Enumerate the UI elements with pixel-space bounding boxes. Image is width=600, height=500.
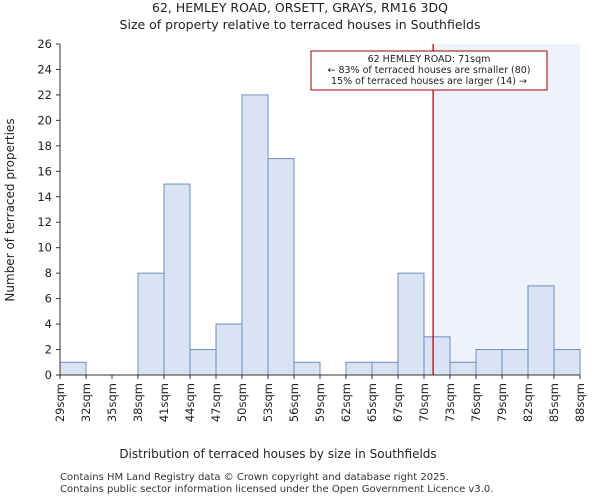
y-tick-label: 26	[37, 37, 52, 51]
y-tick-label: 16	[37, 164, 52, 178]
x-tick-label: 62sqm	[339, 383, 353, 422]
x-tick-label: 41sqm	[157, 383, 171, 422]
annotation-line-1: 62 HEMLEY ROAD: 71sqm	[368, 54, 491, 65]
x-tick-label: 50sqm	[235, 383, 249, 422]
x-tick-label: 65sqm	[365, 383, 379, 422]
bar	[241, 94, 269, 376]
annotation-line-2: ← 83% of terraced houses are smaller (80…	[327, 65, 530, 76]
bar	[371, 361, 399, 376]
y-tick-label: 18	[37, 139, 52, 153]
x-tick-label: 82sqm	[521, 383, 535, 422]
x-tick-label: 85sqm	[547, 383, 561, 422]
footer-line-2: Contains public sector information licen…	[60, 484, 494, 495]
x-tick-label: 59sqm	[313, 383, 327, 422]
bar	[59, 361, 87, 376]
x-tick-label: 44sqm	[183, 383, 197, 422]
y-axis-label: Number of terraced properties	[3, 118, 17, 301]
y-tick-label: 6	[45, 292, 52, 306]
annotation-line-3: 15% of terraced houses are larger (14) →	[331, 76, 527, 87]
x-tick-label: 70sqm	[417, 383, 431, 422]
y-tick-label: 22	[37, 88, 52, 102]
bar	[189, 349, 217, 376]
bar	[397, 272, 425, 376]
bar	[345, 361, 373, 376]
larger-region-shading	[433, 44, 580, 375]
annotation-box: 62 HEMLEY ROAD: 71sqm ← 83% of terraced …	[310, 50, 548, 91]
bar	[553, 349, 581, 376]
x-tick-label: 76sqm	[469, 383, 483, 422]
x-tick-label: 47sqm	[209, 383, 223, 422]
bar	[527, 285, 555, 376]
bar	[293, 361, 321, 376]
y-tick-label: 8	[45, 266, 52, 280]
x-tick-label: 35sqm	[105, 383, 119, 422]
chart-subtitle: Size of property relative to terraced ho…	[119, 17, 481, 32]
bar	[501, 349, 529, 376]
x-tick-label: 53sqm	[261, 383, 275, 422]
x-tick-label: 32sqm	[79, 383, 93, 422]
y-tick-label: 12	[37, 215, 52, 229]
x-tick-label: 38sqm	[131, 383, 145, 422]
x-tick-label: 88sqm	[573, 383, 587, 422]
y-tick-label: 4	[45, 317, 52, 331]
y-tick-label: 10	[37, 241, 52, 255]
x-tick-label: 67sqm	[391, 383, 405, 422]
y-tick-label: 20	[37, 113, 52, 127]
footer-line-1: Contains HM Land Registry data © Crown c…	[60, 472, 449, 483]
bar	[163, 183, 191, 376]
x-tick-label: 56sqm	[287, 383, 301, 422]
y-tick-label: 0	[45, 368, 52, 382]
bar	[423, 336, 451, 376]
x-tick-label: 73sqm	[443, 383, 457, 422]
bar	[267, 158, 295, 376]
x-tick-label: 29sqm	[53, 383, 67, 422]
y-tick-label: 14	[37, 190, 52, 204]
y-tick-label: 24	[37, 62, 52, 76]
bar	[475, 349, 503, 376]
x-axis-label: Distribution of terraced houses by size …	[119, 447, 436, 461]
bar	[137, 272, 165, 376]
y-tick-label: 2	[45, 343, 52, 357]
bar	[215, 323, 243, 376]
chart-title: 62, HEMLEY ROAD, ORSETT, GRAYS, RM16 3DQ	[152, 0, 448, 15]
annotation-frame	[310, 50, 548, 91]
bar	[449, 361, 477, 376]
x-tick-label: 79sqm	[495, 383, 509, 422]
